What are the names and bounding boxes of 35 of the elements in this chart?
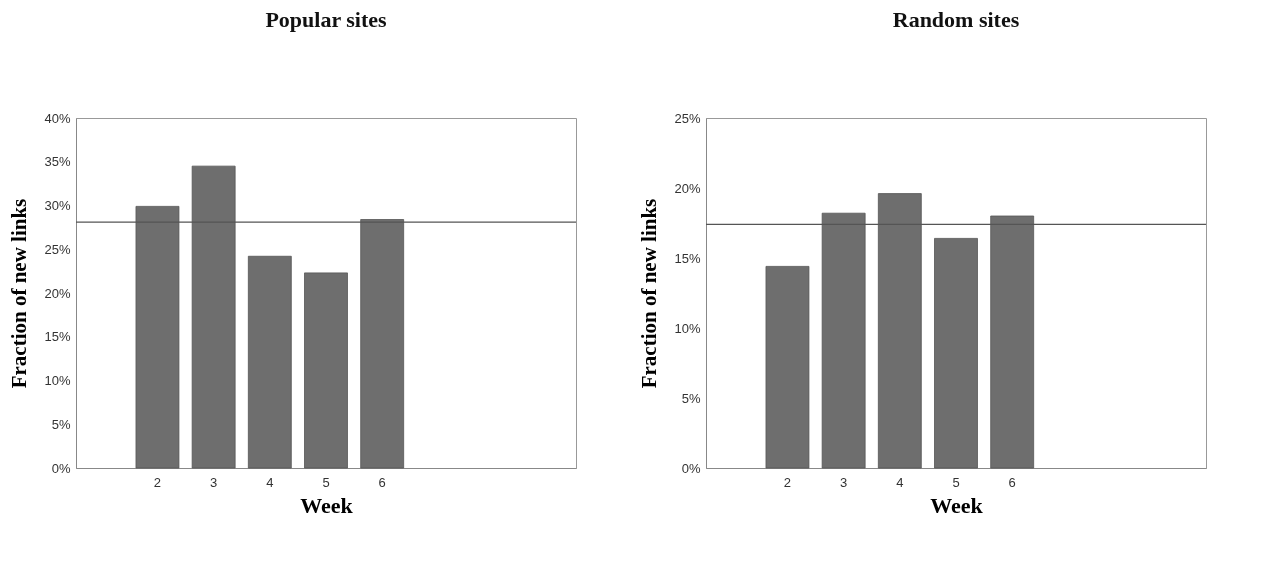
x-tick-label: 4: [266, 474, 274, 490]
x-tick-label: 5: [952, 474, 960, 490]
y-tick-label: 0%: [51, 460, 71, 476]
x-axis-title: Week: [930, 492, 984, 518]
y-tick-label: 20%: [674, 180, 701, 196]
y-tick-label: 0%: [681, 460, 701, 476]
y-tick-label: 15%: [44, 329, 71, 345]
y-tick-label: 35%: [44, 154, 71, 170]
y-tick-label: 25%: [44, 241, 71, 257]
y-tick-label: 10%: [674, 320, 701, 336]
y-tick-label: 5%: [681, 390, 701, 406]
x-tick-label: 6: [378, 474, 386, 490]
bar: [304, 272, 348, 469]
x-tick-label: 3: [210, 474, 218, 490]
y-axis-title: Fraction of new links: [637, 198, 662, 389]
y-axis-title: Fraction of new links: [7, 198, 32, 389]
y-tick-label: 10%: [44, 373, 71, 388]
y-tick-label: 25%: [674, 110, 701, 126]
x-tick-label: 2: [153, 474, 162, 490]
bar: [934, 238, 978, 469]
y-tick-label: 30%: [44, 198, 71, 213]
x-tick-label: 2: [783, 474, 792, 490]
x-tick-label: 5: [322, 474, 330, 490]
x-tick-label: 4: [896, 474, 904, 490]
bar: [765, 266, 810, 469]
chart-title: Random sites: [892, 7, 1020, 32]
y-tick-label: 5%: [51, 416, 71, 432]
y-tick-label: 15%: [674, 250, 701, 266]
x-axis-title: Week: [300, 492, 354, 518]
y-tick-label: 20%: [44, 285, 71, 301]
chart-title: Popular sites: [265, 7, 388, 32]
x-tick-label: 6: [1008, 474, 1016, 490]
y-tick-label: 40%: [44, 110, 71, 126]
x-tick-label: 3: [840, 474, 848, 490]
bar: [247, 255, 292, 469]
